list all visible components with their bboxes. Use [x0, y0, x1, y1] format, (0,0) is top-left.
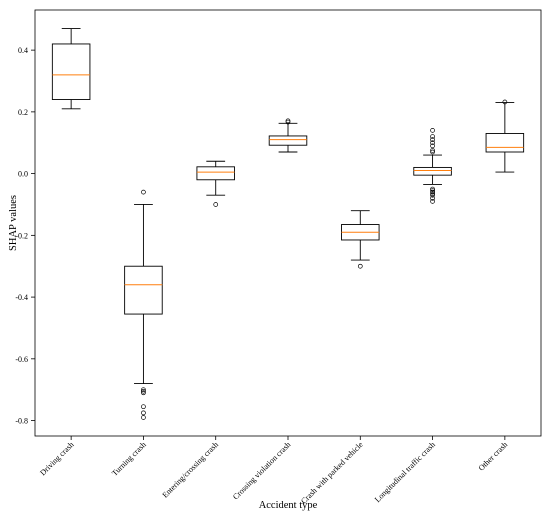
box	[485, 133, 525, 153]
outlier-point	[285, 119, 291, 125]
outlier-point	[430, 189, 435, 195]
x-tick-label: Turning crash	[110, 440, 148, 478]
outlier-point	[430, 199, 435, 204]
outlier-point	[430, 192, 435, 198]
box	[413, 166, 452, 176]
y-tick-label: 0.2	[18, 108, 28, 117]
box-group	[124, 189, 163, 420]
box-group	[485, 99, 525, 173]
outlier-point	[430, 128, 435, 133]
outlier-point	[430, 143, 435, 149]
box-group	[196, 160, 235, 207]
x-tick-label: Longitudinal traffic crash	[373, 440, 437, 504]
x-axis: Driving crash Turning crash Entering/cross…	[38, 436, 509, 506]
box-group	[268, 118, 308, 153]
box	[196, 166, 235, 181]
x-tick-label: Other crash	[477, 440, 510, 473]
outlier-point	[430, 191, 435, 197]
outlier-point	[213, 202, 219, 207]
box-group	[341, 210, 380, 269]
y-tick-label: -0.2	[15, 231, 28, 240]
outlier-point	[430, 188, 435, 193]
box-series	[51, 28, 525, 420]
box-group	[413, 128, 452, 204]
outlier-point	[141, 388, 146, 394]
box-group	[51, 28, 91, 110]
outlier-point	[285, 118, 291, 124]
outlier-point	[430, 186, 435, 192]
x-tick-label: Crossing violation crash	[231, 440, 292, 501]
plot-frame	[34, 9, 542, 437]
outlier-point	[430, 148, 435, 153]
x-tick-label: Driving crash	[38, 440, 75, 477]
outlier-point	[430, 140, 435, 146]
outlier-point	[357, 263, 363, 269]
x-tick-label: Entering/crossing crash	[161, 440, 221, 500]
y-tick-label: -0.8	[15, 417, 28, 426]
outlier-point	[141, 415, 146, 420]
outlier-point	[502, 99, 508, 105]
outlier-point	[141, 189, 146, 195]
outlier-point	[430, 134, 435, 139]
x-tick-label: Crash with parked vehicle	[299, 440, 365, 506]
y-tick-label: -0.4	[15, 293, 28, 302]
outlier-point	[430, 137, 435, 143]
outlier-point	[141, 390, 146, 396]
outlier-point	[430, 195, 435, 201]
y-tick-label: 0.0	[18, 170, 28, 179]
box	[51, 43, 91, 100]
y-tick-label: -0.6	[15, 355, 28, 364]
box	[124, 265, 163, 315]
box	[268, 135, 308, 146]
y-axis-title: SHAP values	[8, 195, 19, 251]
y-tick-label: 0.4	[18, 46, 28, 55]
outlier-point	[141, 387, 146, 393]
y-axis: -0.8 -0.6 -0.4 -0.2 0.0 0.2 0.4	[15, 46, 35, 426]
x-axis-title: Accident type	[259, 500, 318, 511]
outlier-point	[141, 410, 146, 416]
outlier-point	[141, 404, 146, 410]
outlier-point	[430, 149, 435, 155]
